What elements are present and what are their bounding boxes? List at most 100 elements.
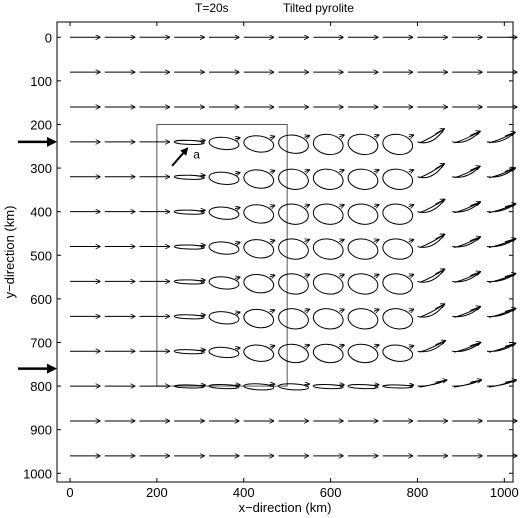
- x-axis-label: x−direction (km): [239, 500, 332, 515]
- particle-motion-glyph: [347, 273, 379, 295]
- particle-motion-glyph: [278, 273, 310, 295]
- annotation-arrow: [171, 147, 189, 167]
- source-arrows: [18, 136, 57, 374]
- particle-motion-glyph: [452, 272, 480, 283]
- particle-motion-glyph: [452, 131, 480, 144]
- particle-motion-glyph: [243, 307, 275, 329]
- particle-motion-glyph: [173, 385, 205, 389]
- x-tick-label-1: 200: [146, 485, 168, 500]
- particle-motion-glyph: [486, 343, 516, 353]
- particle-motion-glyph: [208, 241, 240, 255]
- particle-motion-glyph: [278, 342, 309, 364]
- particle-motion-glyph: [278, 308, 310, 330]
- particle-motion-glyph: [278, 238, 310, 260]
- particle-motion-glyph: [173, 279, 205, 285]
- y-tick-label-6: 600: [30, 292, 52, 307]
- particle-motion-glyph: [208, 206, 240, 220]
- particle-motion-glyph: [208, 310, 240, 325]
- particle-motion-glyph: [486, 273, 516, 283]
- particle-motion-glyph: [417, 164, 444, 179]
- x-axis-ticks: 0 200 400 600 800 1000: [66, 22, 519, 500]
- particle-motion-glyph: [382, 308, 414, 330]
- particle-motion-glyph: [312, 308, 345, 330]
- particle-motion-glyph: [173, 349, 205, 355]
- particle-motion-glyph: [312, 168, 345, 190]
- particle-motion-glyph: [208, 346, 240, 359]
- particle-motion-glyph: [278, 383, 309, 391]
- particle-motion-glyph: [452, 166, 480, 179]
- particle-motion-glyph: [452, 342, 481, 353]
- particle-motion-glyph: [417, 304, 444, 318]
- particle-motion-glyph: [486, 204, 516, 214]
- particle-motion-glyph: [486, 308, 516, 318]
- y-tick-label-5: 500: [30, 248, 52, 263]
- y-tick-label-3: 300: [30, 161, 52, 176]
- particle-motion-glyph: [486, 168, 516, 179]
- particle-motion-glyph: [312, 203, 345, 225]
- chart-title-left: T=20s: [195, 1, 229, 15]
- particle-motion-glyph: [382, 238, 414, 260]
- particle-motion-glyph: [173, 175, 205, 180]
- y-axis-ticks: 0 100 200 300 400 500 600 700 800 900 1000: [23, 30, 513, 481]
- particle-motion-glyph: [382, 203, 414, 225]
- particle-motion-glyph: [486, 380, 516, 388]
- region-box: [156, 123, 288, 387]
- particle-motion-glyph: [312, 273, 345, 295]
- particle-motion-glyph: [452, 307, 480, 318]
- particle-motion-glyph: [243, 272, 275, 294]
- particle-motion-glyph: [173, 140, 205, 145]
- annotation-label: a: [193, 147, 200, 161]
- particle-motion-glyph: [243, 238, 275, 259]
- particle-motion-glyph: [417, 234, 444, 249]
- y-tick-label-2: 200: [30, 117, 52, 132]
- particle-motion-glyph: [208, 136, 240, 151]
- particle-motion-glyph: [417, 199, 444, 214]
- y-tick-label-4: 400: [30, 205, 52, 220]
- particle-motion-glyph: [278, 203, 310, 225]
- particle-motion-glyph: [382, 133, 414, 156]
- particle-motion-glyph: [347, 238, 379, 260]
- particle-motion-glyph: [312, 384, 344, 390]
- particle-motion-glyph: [312, 342, 344, 364]
- chart-title-right: Tilted pyrolite: [283, 1, 354, 15]
- particle-motion-glyph: [382, 273, 414, 295]
- particle-motion-glyph: [417, 129, 444, 144]
- particle-motion-glyph: [243, 168, 275, 189]
- particle-motion-glyph: [347, 168, 379, 190]
- particle-motion-glyph: [486, 132, 515, 144]
- particle-motion-glyph: [417, 380, 446, 388]
- particle-motion-glyph: [347, 308, 379, 330]
- particle-motion-glyph: [382, 343, 414, 362]
- x-tick-label-5: 1000: [490, 485, 519, 500]
- particle-motion-glyph: [312, 238, 345, 260]
- particle-motion-glyph: [173, 245, 205, 250]
- particle-motion-glyph: [486, 239, 516, 249]
- particle-motion-glyph: [278, 168, 310, 190]
- particle-motion-glyph: [208, 171, 240, 185]
- y-tick-label-0: 0: [45, 30, 52, 45]
- particle-motion-glyph: [173, 210, 205, 215]
- particle-motion-glyph: [312, 133, 345, 156]
- y-tick-label-8: 800: [30, 379, 52, 394]
- particle-motion-glyph: [347, 203, 379, 225]
- plot-area: [56, 21, 514, 483]
- particle-motion-glyph: [173, 314, 205, 320]
- y-tick-label-9: 900: [30, 423, 52, 438]
- particle-motion-glyph: [243, 203, 275, 224]
- particle-motion-glyph: [347, 384, 379, 390]
- x-tick-label-4: 800: [407, 485, 429, 500]
- particle-motion-glyph: [417, 341, 445, 353]
- particle-motion-glyph: [208, 384, 240, 390]
- particle-motion-glyph: [417, 269, 444, 283]
- particle-motion-glyph: [347, 133, 379, 156]
- x-tick-label-0: 0: [66, 485, 73, 500]
- particle-motion-glyph: [278, 133, 309, 154]
- particle-motion-glyph: [243, 343, 275, 362]
- y-tick-label-1: 100: [30, 74, 52, 89]
- particle-motion-glyph: [452, 380, 481, 388]
- particle-motion-vectors: [70, 37, 517, 456]
- y-tick-label-7: 700: [30, 335, 52, 350]
- particle-motion-glyph: [347, 342, 379, 364]
- y-tick-label-10: 1000: [23, 466, 52, 481]
